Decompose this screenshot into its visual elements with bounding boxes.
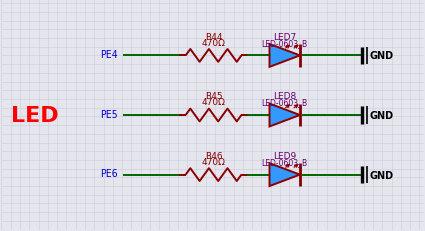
Text: LED-0603_B: LED-0603_B	[261, 98, 307, 107]
Text: GND: GND	[370, 110, 394, 121]
Text: PE5: PE5	[100, 109, 117, 119]
Text: LED8: LED8	[273, 92, 296, 101]
Text: GND: GND	[370, 170, 394, 180]
Text: R46: R46	[205, 151, 222, 160]
Text: LED7: LED7	[273, 32, 296, 41]
Polygon shape	[269, 104, 300, 127]
Text: LED-0603_B: LED-0603_B	[261, 39, 307, 48]
Text: PE6: PE6	[100, 169, 117, 179]
Text: 470Ω: 470Ω	[201, 39, 226, 48]
Text: LED: LED	[11, 106, 59, 125]
Text: R44: R44	[205, 32, 222, 41]
Text: GND: GND	[370, 51, 394, 61]
Text: PE4: PE4	[100, 50, 117, 60]
Text: R45: R45	[205, 92, 222, 101]
Text: LED9: LED9	[273, 151, 296, 160]
Text: 470Ω: 470Ω	[201, 157, 226, 166]
Polygon shape	[269, 45, 300, 68]
Text: LED-0603_B: LED-0603_B	[261, 157, 307, 166]
Text: 470Ω: 470Ω	[201, 98, 226, 107]
Polygon shape	[269, 163, 300, 186]
